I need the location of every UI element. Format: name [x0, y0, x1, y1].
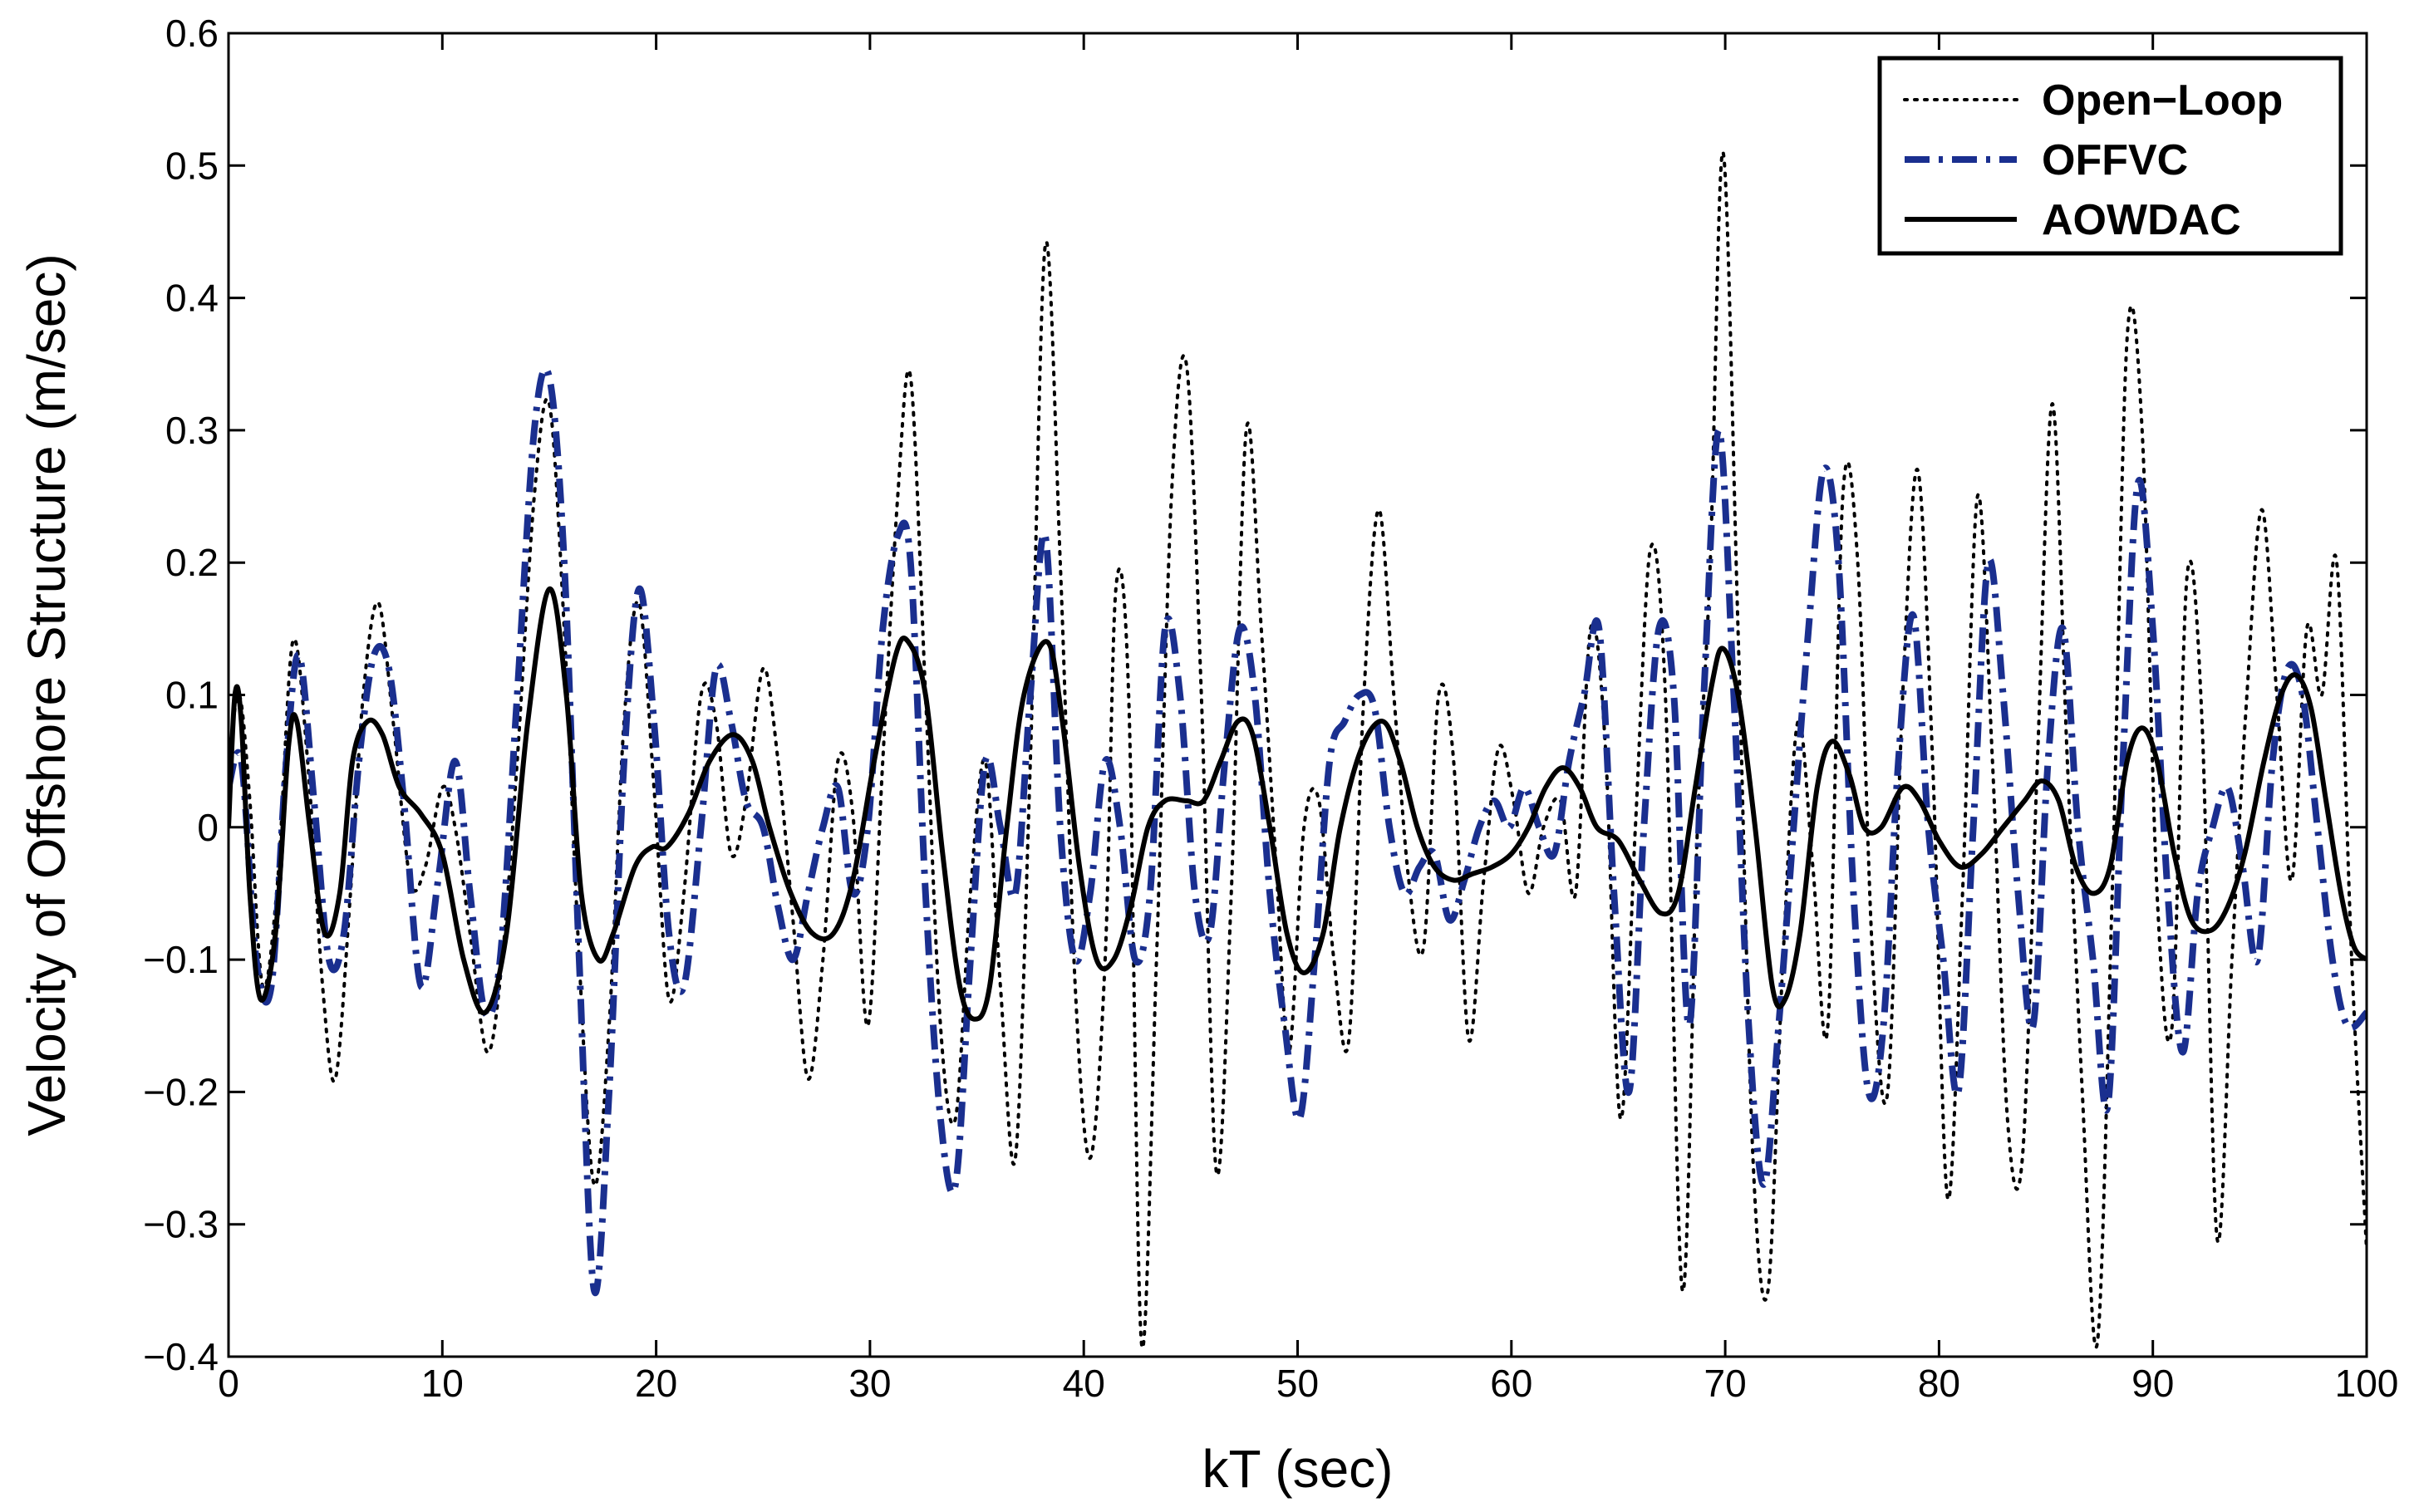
y-tick-label: 0 [197, 806, 219, 849]
y-tick-label: 0.6 [165, 12, 219, 55]
series-line-aowdac [229, 587, 2367, 1022]
legend: Open−Loop OFFVC AOWDAC [1877, 56, 2343, 256]
y-tick-label: −0.3 [143, 1203, 219, 1246]
x-tick-label: 80 [1918, 1362, 1960, 1405]
y-tick-label: 0.4 [165, 277, 219, 320]
y-tick-label: 0.2 [165, 541, 219, 584]
y-axis-label: Velocity of Offshore Structure (m/sec) [17, 253, 76, 1136]
y-tick-label: 0.1 [165, 674, 219, 717]
legend-label-open-loop: Open−Loop [2042, 76, 2283, 125]
x-tick-label: 90 [2131, 1362, 2174, 1405]
y-tick-label: −0.4 [143, 1335, 219, 1378]
legend-label-offvc: OFFVC [2042, 136, 2188, 184]
series-layer [229, 150, 2367, 1350]
y-tick-label: −0.2 [143, 1070, 219, 1113]
y-tick-label: 0.5 [165, 144, 219, 187]
x-tick-label: 30 [848, 1362, 891, 1405]
legend-label-aowdac: AOWDAC [2042, 196, 2241, 244]
y-tick-label: 0.3 [165, 409, 219, 452]
x-tick-label: 0 [218, 1362, 239, 1405]
x-tick-label: 50 [1276, 1362, 1319, 1405]
x-tick-label: 40 [1063, 1362, 1105, 1405]
x-tick-label: 100 [2335, 1362, 2399, 1405]
x-tick-label: 60 [1490, 1362, 1532, 1405]
y-tick-label: −0.1 [143, 938, 219, 981]
x-tick-label: 70 [1704, 1362, 1747, 1405]
x-tick-label: 10 [421, 1362, 464, 1405]
x-axis-label: kT (sec) [1202, 1439, 1394, 1499]
ticks-layer: 0 10 20 30 40 50 60 70 80 90 100 −0.4 −0.3 −0.2 −0.1 0 0… [143, 12, 2398, 1405]
series-line-open-loop [229, 150, 2367, 1350]
x-tick-label: 20 [635, 1362, 677, 1405]
